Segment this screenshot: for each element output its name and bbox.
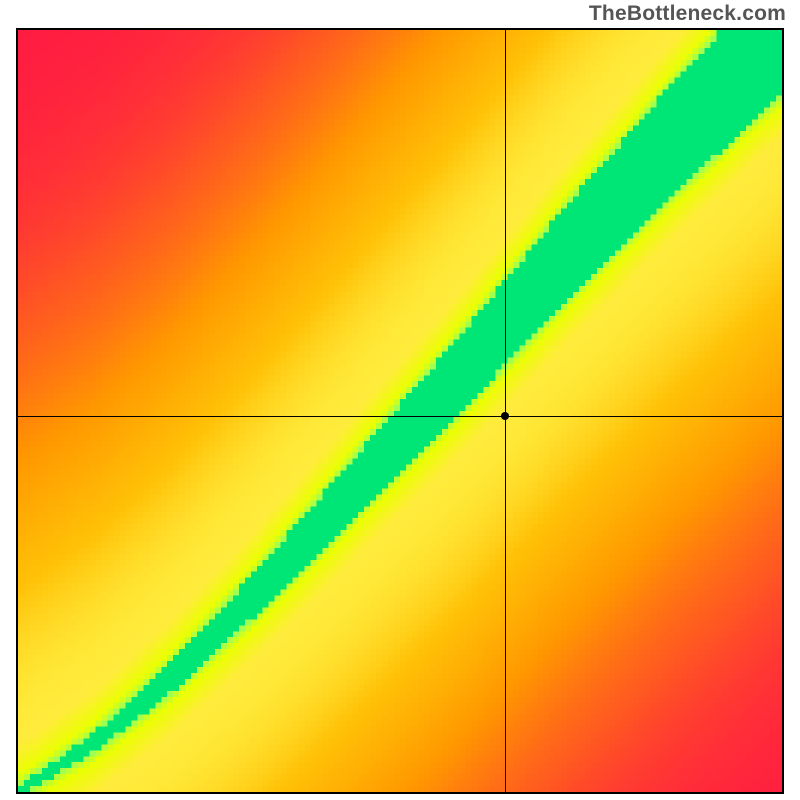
watermark-text: TheBottleneck.com <box>589 2 786 26</box>
plot-area <box>18 30 782 792</box>
plot-border-left <box>16 28 18 794</box>
crosshair-vertical <box>505 30 506 792</box>
crosshair-horizontal <box>18 416 782 417</box>
plot-border-top <box>16 28 784 30</box>
plot-border-bottom <box>16 792 784 794</box>
marker-dot <box>501 412 509 420</box>
bottleneck-heatmap-container: TheBottleneck.com <box>0 0 800 800</box>
heatmap-canvas <box>18 30 782 792</box>
plot-border-right <box>782 28 784 794</box>
